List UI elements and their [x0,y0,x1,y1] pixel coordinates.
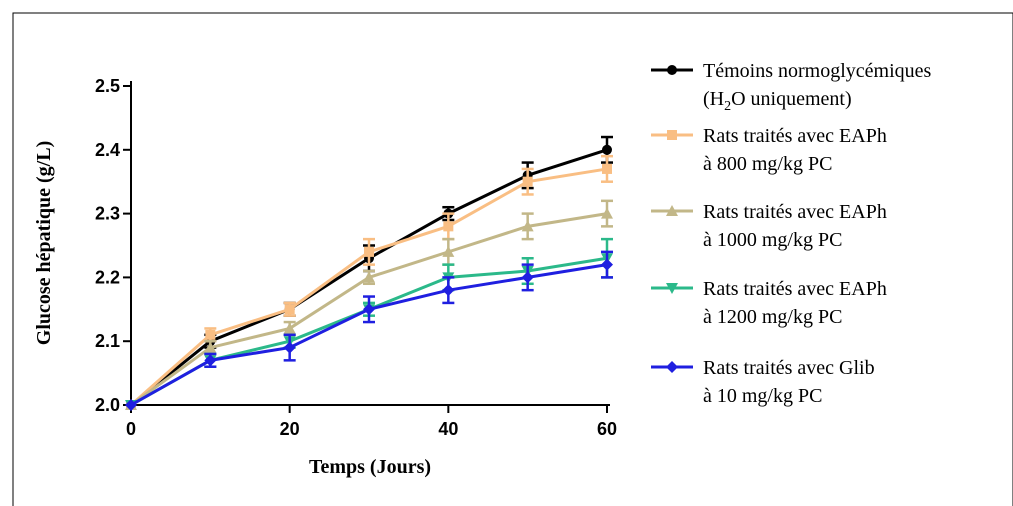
x-tick-label: 40 [438,419,458,439]
data-point [204,354,217,367]
legend-marker [666,205,678,216]
data-point [601,207,613,219]
data-point [205,329,216,340]
data-point [443,221,454,232]
legend-item-1: Témoins normoglycémiques (H2O uniquement) [651,60,932,114]
series-layer [125,135,613,411]
x-axis-ticks: 0 20 40 60 [126,405,617,439]
legend-label-line1: Témoins normoglycémiques [703,60,932,82]
data-point [363,271,375,283]
series-5 [125,250,613,411]
legend-item-4: Rats traités avec EAPh à 1200 mg/kg PC [651,278,887,328]
legend-label-line2: à 800 mg/kg PC [703,153,832,175]
legend-label-line2: (H2O uniquement) [703,88,852,114]
legend-marker [667,65,677,75]
data-point [601,258,613,271]
data-point [283,341,296,354]
legend-item-3: Rats traités avec EAPh à 1000 mg/kg PC [651,201,887,251]
legend-label-line1: Rats traités avec EAPh [703,125,887,147]
series-3 [125,199,613,410]
data-point [442,245,455,257]
plot-area: 2.0 2.1 2.2 2.3 2.4 2.5 0 20 40 60 [95,76,617,439]
data-point [364,246,374,257]
data-point [283,322,296,334]
x-tick-label: 60 [597,419,617,439]
legend-marker [666,361,678,373]
data-point [363,303,375,316]
x-axis-title: Temps (Jours) [309,456,431,478]
figure-frame [12,12,1013,506]
legend-label-line1: Rats traités avec EAPh [703,278,887,300]
y-tick-label: 2.5 [95,76,120,96]
data-point [521,220,534,232]
y-axis-title: Glucose hépatique (g/L) [33,141,55,345]
y-tick-label: 2.2 [95,267,120,287]
data-point [602,163,612,174]
x-tick-label: 20 [280,419,300,439]
data-point [442,284,455,297]
data-point [204,341,217,353]
y-tick-label: 2.4 [95,140,120,160]
y-axis-ticks: 2.0 2.1 2.2 2.3 2.4 2.5 [95,76,131,415]
y-tick-label: 2.0 [95,395,120,415]
legend-label-line2: à 1000 mg/kg PC [703,229,842,251]
series-line [130,263,608,407]
x-tick-label: 0 [126,419,136,439]
y-tick-label: 2.1 [95,331,120,351]
legend-label-line2: à 10 mg/kg PC [703,385,822,407]
legend-item-2: Rats traités avec EAPh à 800 mg/kg PC [651,125,887,175]
data-point [284,304,295,315]
legend-item-5: Rats traités avec Glib à 10 mg/kg PC [651,357,875,407]
legend-label-line1: Rats traités avec Glib [703,357,875,379]
legend: Témoins normoglycémiques (H2O uniquement)… [651,60,932,407]
series-line [130,167,608,407]
legend-marker [666,283,678,294]
data-point [522,176,533,187]
data-point [602,144,612,155]
legend-label-line2: à 1200 mg/kg PC [703,306,842,328]
data-point [521,271,534,284]
legend-marker [667,130,677,140]
data-point [125,399,137,411]
y-tick-label: 2.3 [95,204,120,224]
legend-label-line1: Rats traités avec EAPh [703,201,887,223]
